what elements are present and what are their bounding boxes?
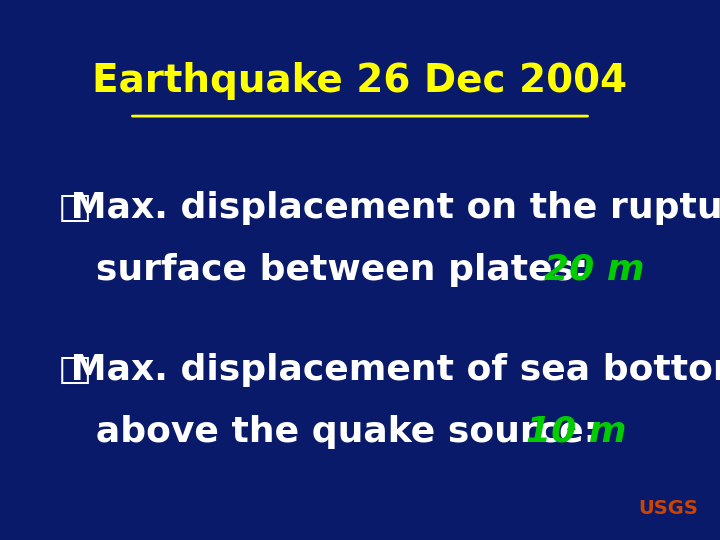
Text: □: □ — [58, 191, 91, 225]
Text: USGS: USGS — [639, 500, 698, 518]
Text: 20 m: 20 m — [544, 253, 644, 287]
Text: Max. displacement of sea bottom: Max. displacement of sea bottom — [58, 353, 720, 387]
Text: Earthquake 26 Dec 2004: Earthquake 26 Dec 2004 — [92, 62, 628, 100]
Text: above the quake source:: above the quake source: — [58, 415, 611, 449]
Text: surface between plates:: surface between plates: — [58, 253, 600, 287]
Text: □: □ — [58, 353, 91, 387]
Text: 10 m: 10 m — [526, 415, 626, 449]
Text: Max. displacement on the rupture: Max. displacement on the rupture — [58, 191, 720, 225]
